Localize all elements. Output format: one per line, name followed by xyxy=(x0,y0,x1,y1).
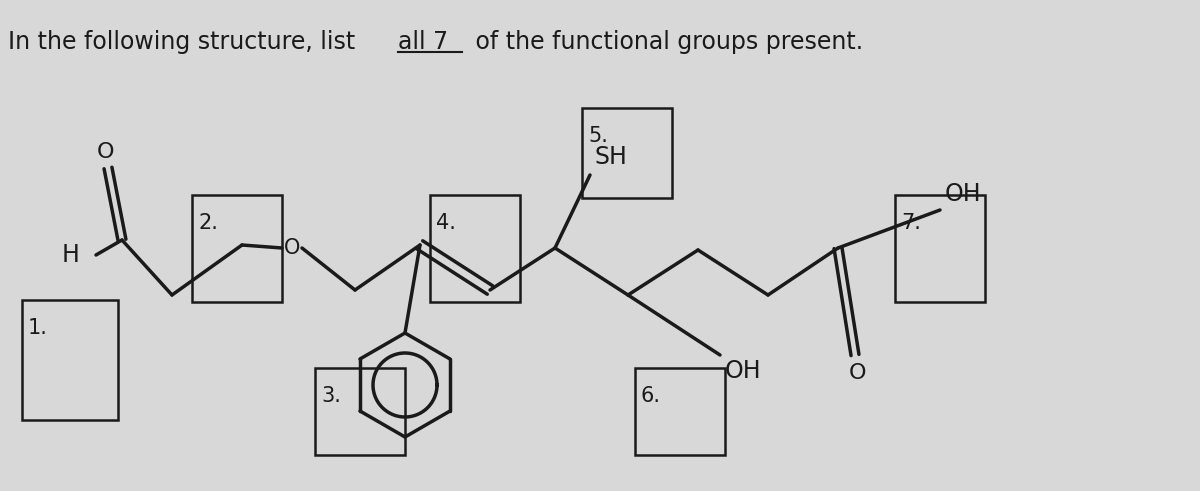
Bar xyxy=(192,195,282,302)
Text: O: O xyxy=(284,238,300,258)
Text: 3.: 3. xyxy=(322,386,341,406)
Text: 6.: 6. xyxy=(641,386,661,406)
Text: 4.: 4. xyxy=(436,213,456,233)
Text: 5.: 5. xyxy=(588,126,608,146)
Text: of the functional groups present.: of the functional groups present. xyxy=(468,30,863,54)
Text: 7.: 7. xyxy=(901,213,920,233)
Text: SH: SH xyxy=(595,145,628,169)
Bar xyxy=(582,108,672,198)
Text: H: H xyxy=(62,243,80,267)
Bar xyxy=(635,368,725,455)
Bar xyxy=(314,368,406,455)
Bar xyxy=(430,195,520,302)
Bar xyxy=(22,300,118,420)
Text: OH: OH xyxy=(725,359,762,383)
Text: O: O xyxy=(848,363,865,383)
Text: 2.: 2. xyxy=(198,213,218,233)
Text: In the following structure, list: In the following structure, list xyxy=(8,30,362,54)
Text: O: O xyxy=(97,142,115,162)
Text: all 7: all 7 xyxy=(398,30,448,54)
Text: 1.: 1. xyxy=(28,318,48,338)
Bar xyxy=(895,195,985,302)
Text: OH: OH xyxy=(946,182,982,206)
